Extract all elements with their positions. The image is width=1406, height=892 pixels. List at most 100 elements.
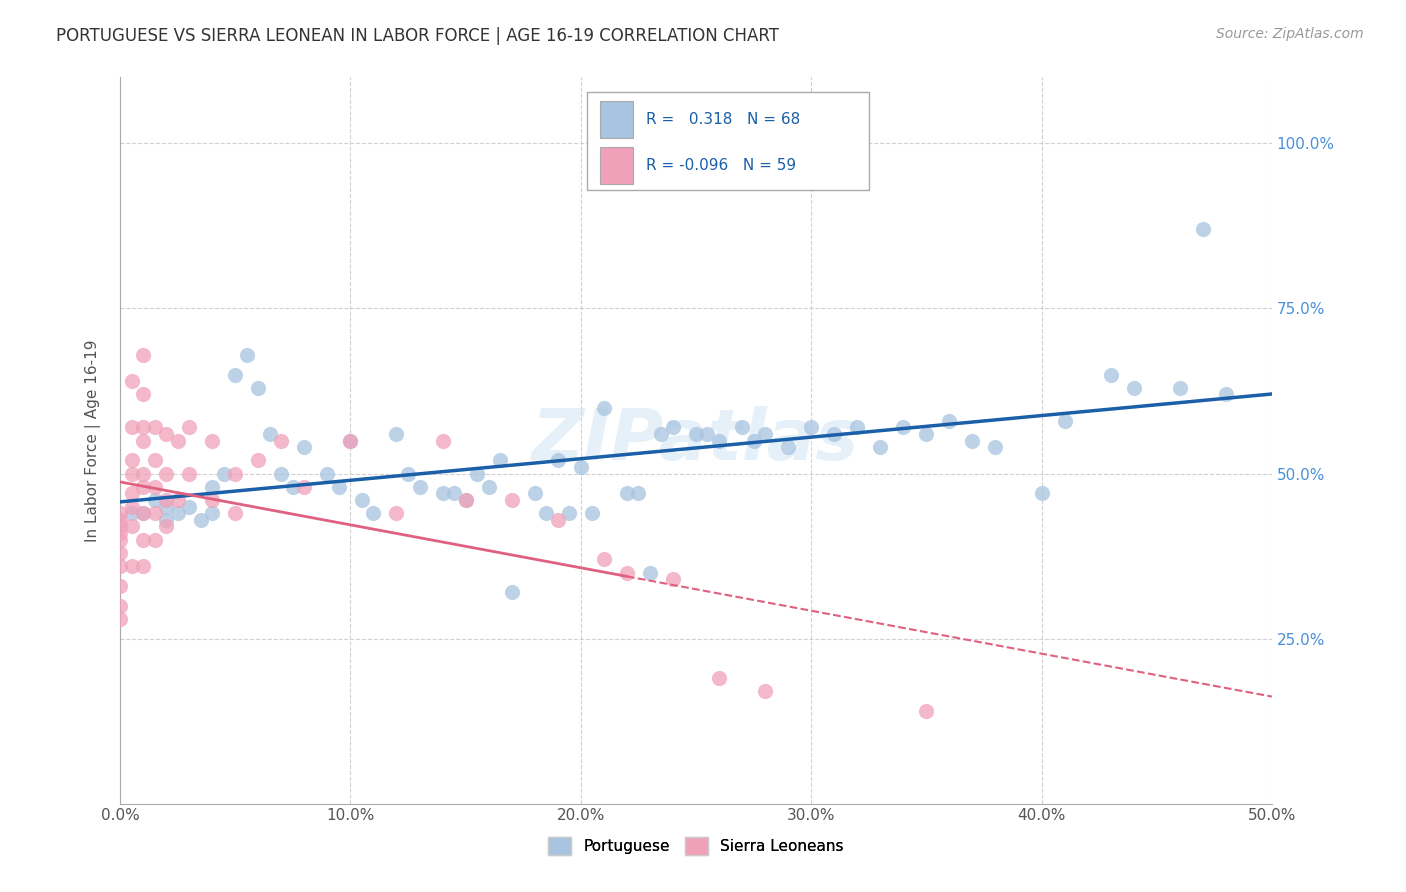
- Point: [478, 480, 501, 494]
- Point: [385, 426, 408, 441]
- Point: [132, 420, 155, 434]
- Point: [592, 401, 614, 415]
- Point: [915, 426, 938, 441]
- Point: [179, 500, 201, 514]
- Point: [155, 500, 177, 514]
- Point: [778, 440, 800, 454]
- Point: [662, 572, 685, 586]
- Point: [616, 566, 638, 580]
- Point: [259, 426, 281, 441]
- Point: [627, 486, 650, 500]
- Point: [179, 467, 201, 481]
- Point: [592, 552, 614, 566]
- Point: [155, 519, 177, 533]
- Point: [754, 426, 776, 441]
- Point: [547, 453, 569, 467]
- Point: [108, 579, 131, 593]
- Text: R =   0.318   N = 68: R = 0.318 N = 68: [647, 112, 800, 127]
- Point: [800, 420, 823, 434]
- Point: [132, 387, 155, 401]
- Point: [328, 480, 350, 494]
- Point: [132, 506, 155, 520]
- Point: [166, 506, 188, 520]
- Point: [523, 486, 546, 500]
- Point: [270, 434, 292, 448]
- Point: [108, 506, 131, 520]
- Point: [155, 426, 177, 441]
- Text: ZIPatlas: ZIPatlas: [533, 406, 859, 475]
- Point: [443, 486, 465, 500]
- Point: [1099, 368, 1122, 382]
- Point: [121, 453, 143, 467]
- Point: [569, 459, 592, 474]
- Point: [731, 420, 754, 434]
- Point: [501, 492, 523, 507]
- Legend: Portuguese, Sierra Leoneans: Portuguese, Sierra Leoneans: [543, 830, 849, 862]
- Point: [155, 492, 177, 507]
- Point: [465, 467, 488, 481]
- Point: [536, 506, 558, 520]
- Point: [132, 467, 155, 481]
- Point: [155, 513, 177, 527]
- Point: [454, 492, 477, 507]
- Point: [339, 434, 361, 448]
- Point: [707, 671, 730, 685]
- Point: [121, 500, 143, 514]
- Point: [685, 426, 707, 441]
- Text: R = -0.096   N = 59: R = -0.096 N = 59: [647, 158, 797, 173]
- Point: [707, 434, 730, 448]
- Point: [489, 453, 512, 467]
- Point: [281, 480, 304, 494]
- Point: [846, 420, 869, 434]
- Point: [316, 467, 339, 481]
- Point: [638, 566, 661, 580]
- Point: [1191, 222, 1213, 236]
- Point: [350, 492, 373, 507]
- Point: [132, 480, 155, 494]
- Point: [454, 492, 477, 507]
- Point: [558, 506, 581, 520]
- Point: [581, 506, 603, 520]
- Point: [662, 420, 685, 434]
- Point: [108, 546, 131, 560]
- Point: [270, 467, 292, 481]
- Point: [616, 486, 638, 500]
- Point: [108, 525, 131, 540]
- Point: [363, 506, 385, 520]
- Point: [132, 348, 155, 362]
- Point: [915, 704, 938, 718]
- Point: [201, 480, 224, 494]
- Point: [891, 420, 914, 434]
- Point: [190, 513, 212, 527]
- Point: [292, 480, 315, 494]
- Point: [224, 368, 246, 382]
- Point: [339, 434, 361, 448]
- Point: [166, 434, 188, 448]
- Point: [143, 420, 166, 434]
- FancyBboxPatch shape: [586, 92, 869, 190]
- Point: [201, 506, 224, 520]
- Y-axis label: In Labor Force | Age 16-19: In Labor Force | Age 16-19: [86, 339, 101, 541]
- Point: [132, 533, 155, 547]
- Point: [121, 374, 143, 388]
- Point: [108, 599, 131, 613]
- Point: [108, 612, 131, 626]
- Point: [754, 684, 776, 698]
- Point: [121, 558, 143, 573]
- Point: [212, 467, 235, 481]
- Point: [501, 585, 523, 599]
- Point: [396, 467, 419, 481]
- Point: [179, 420, 201, 434]
- Point: [121, 519, 143, 533]
- Point: [143, 453, 166, 467]
- Point: [236, 348, 259, 362]
- Point: [1168, 381, 1191, 395]
- Point: [143, 492, 166, 507]
- Point: [143, 533, 166, 547]
- Point: [938, 414, 960, 428]
- Point: [247, 453, 270, 467]
- Point: [1215, 387, 1237, 401]
- Point: [547, 513, 569, 527]
- Point: [247, 381, 270, 395]
- Bar: [600, 147, 633, 184]
